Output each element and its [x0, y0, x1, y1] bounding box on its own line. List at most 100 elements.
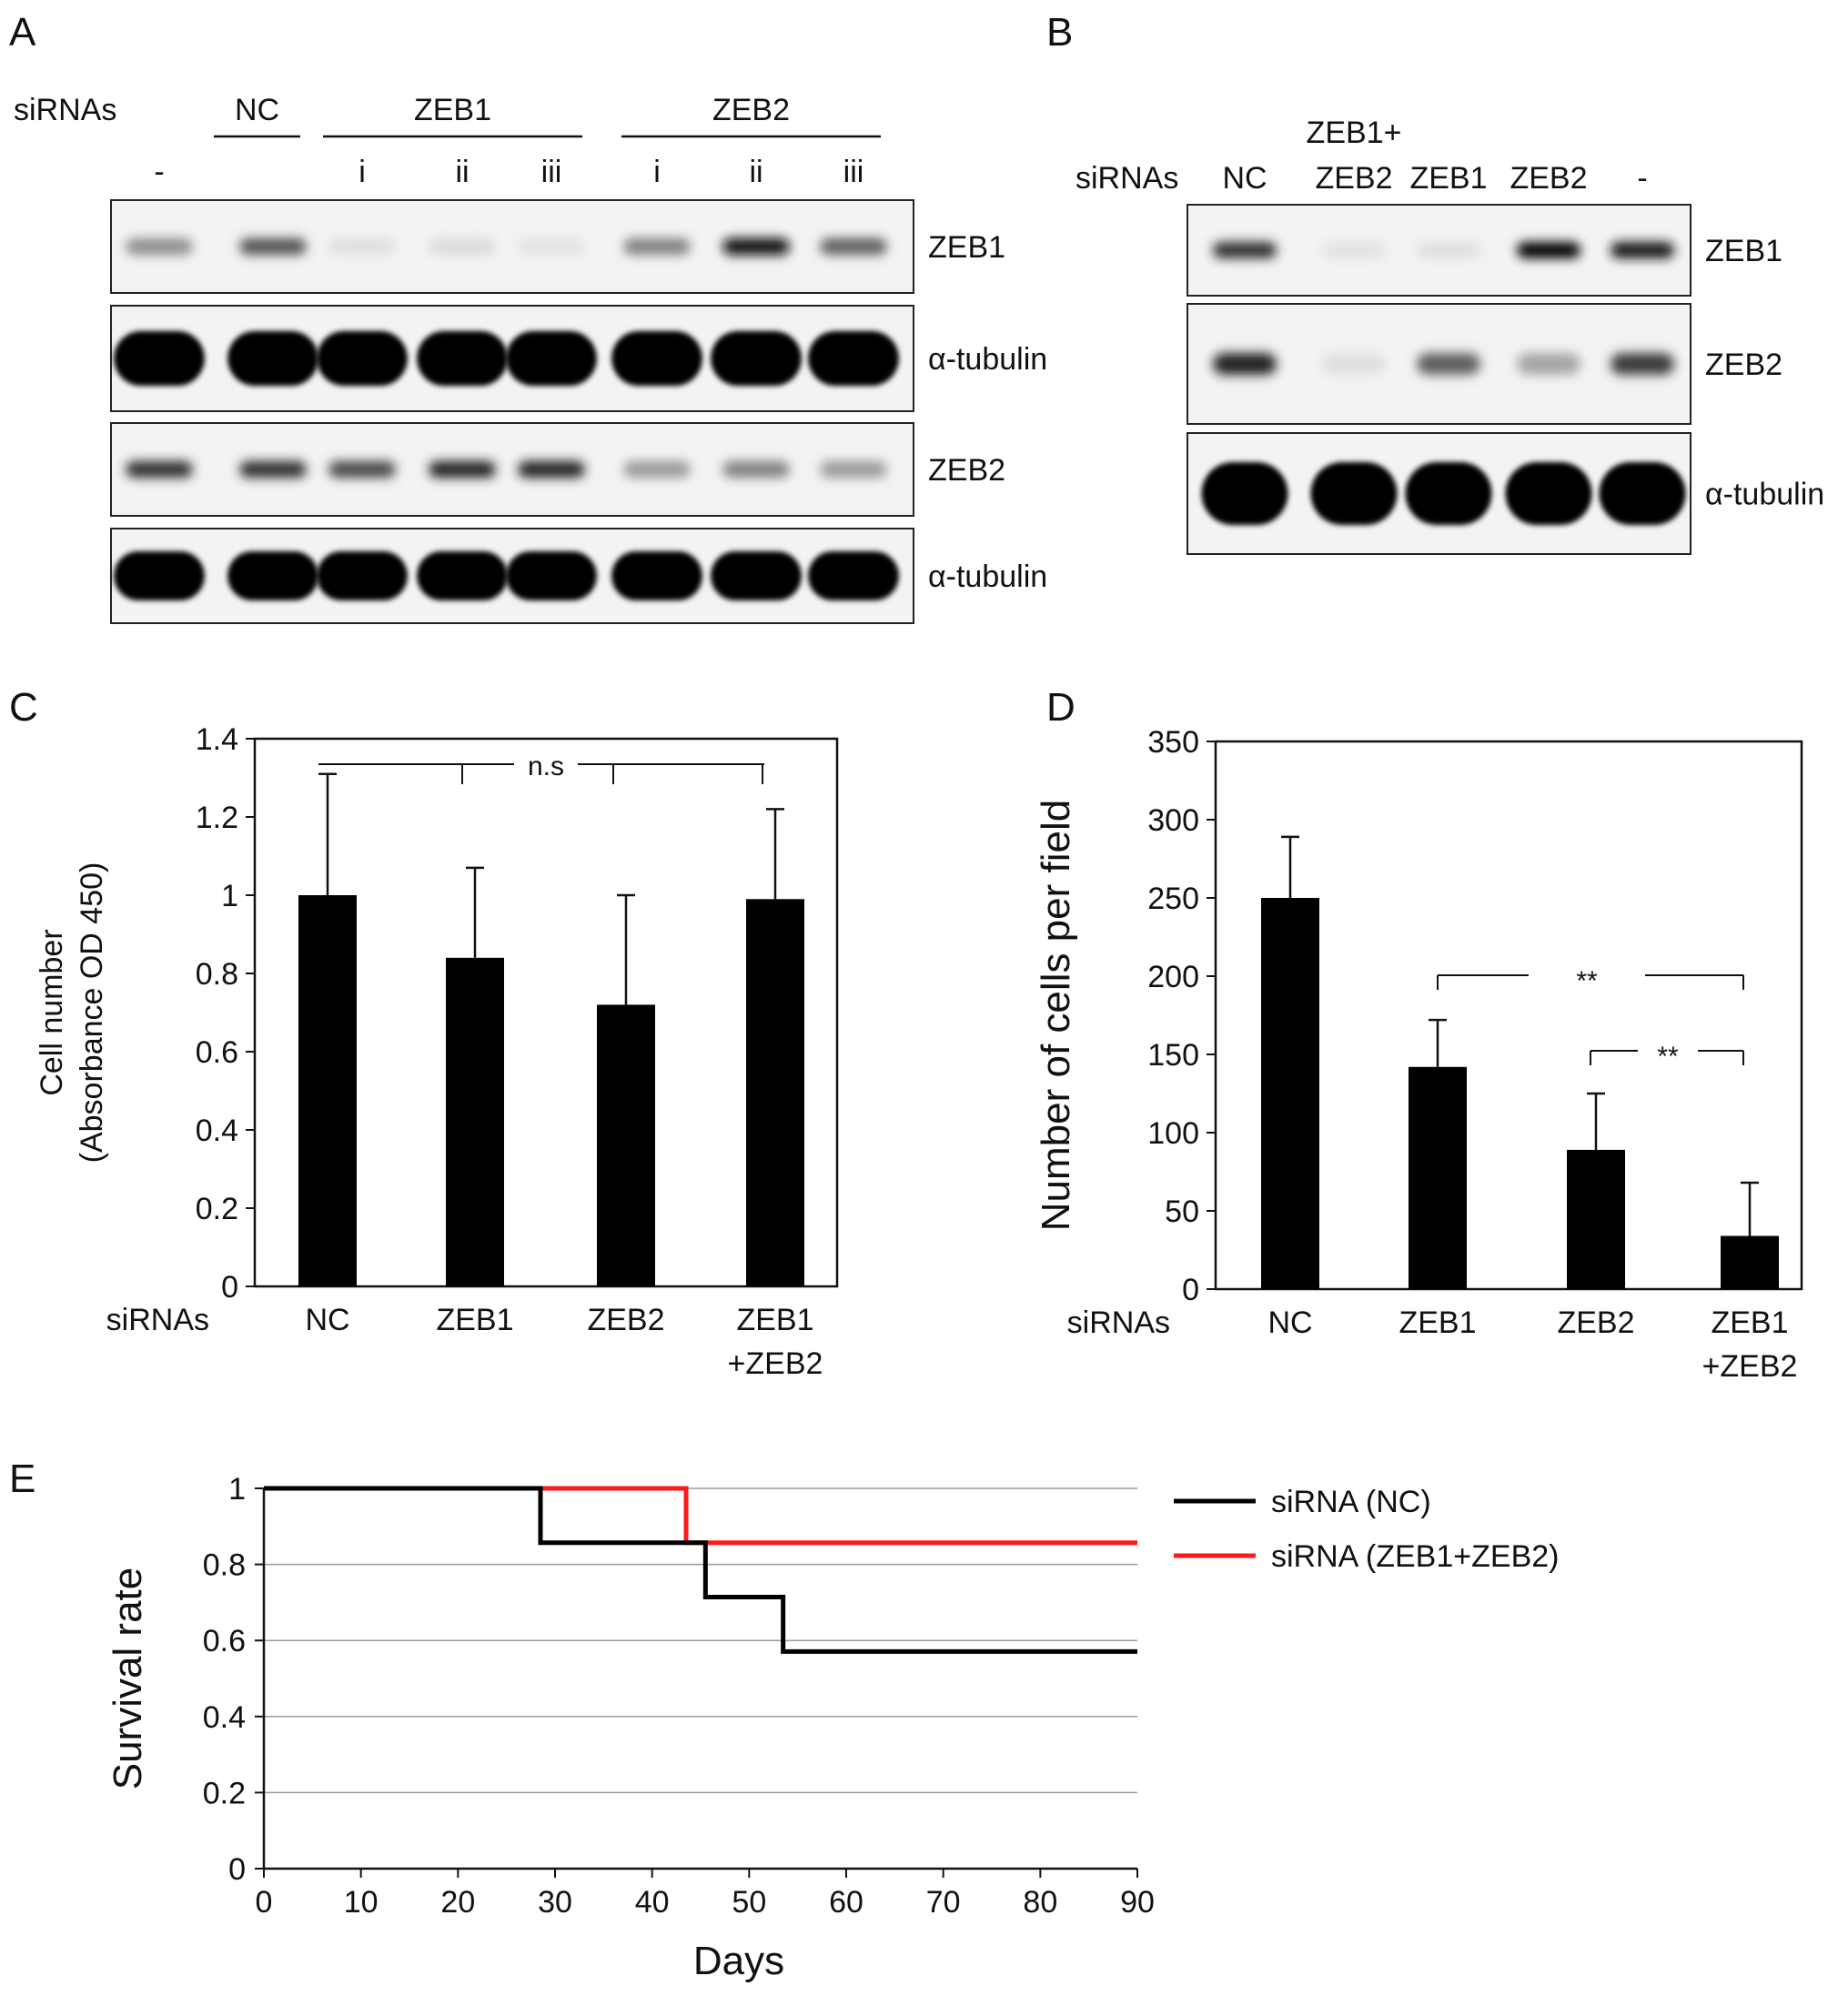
y-tick-label: 200: [1147, 960, 1199, 994]
blot-label: α-tubulin: [1705, 478, 1824, 512]
lane-label: NC: [1222, 161, 1267, 196]
sirnas-label-b: siRNAs: [1075, 161, 1178, 196]
x-tick-label: 10: [344, 1885, 379, 1920]
panel-letter-a: A: [9, 10, 36, 55]
x-tick-label: ZEB1: [1399, 1305, 1476, 1340]
panel-letter-e: E: [9, 1457, 35, 1501]
blot-band: [1322, 353, 1386, 375]
blot-band: [1322, 242, 1386, 258]
blot-label: ZEB1: [928, 230, 1005, 265]
blot-band: [820, 237, 887, 256]
x-tick-label: 70: [926, 1885, 961, 1920]
y-tick-label: 1.2: [196, 801, 238, 835]
x-tick-label: 20: [440, 1885, 475, 1920]
y-tick-label: 50: [1165, 1195, 1199, 1229]
blot-label: α-tubulin: [928, 559, 1047, 594]
bar-chart-c: 0 0.2 0.4 0.6 0.8 1 1.2 1.4 NC ZEB1 ZEB2 ZEB1 +ZEB2 s…: [35, 722, 839, 1381]
blot-band: [1505, 461, 1592, 526]
lane-header-b: NC ZEB1+ ZEB2 ZEB1 ZEB2 -: [1222, 116, 1647, 196]
blot-band: [518, 460, 585, 479]
group-label: ZEB2: [712, 93, 790, 127]
y-tick-label: 1: [221, 879, 238, 913]
blot-band: [126, 460, 193, 479]
lane-label: iii: [843, 155, 864, 189]
blot-band: [611, 330, 702, 387]
series-line: [264, 1486, 1137, 1654]
blot-band: [1417, 353, 1480, 375]
significance-label: n.s: [528, 751, 564, 781]
blot-label: ZEB1: [1705, 234, 1782, 268]
y-tick-label: 0.2: [203, 1776, 246, 1810]
blot-band: [1611, 242, 1674, 258]
y-tick-label: 0.4: [196, 1114, 238, 1148]
blot-frame: [110, 422, 914, 517]
blot-band: [417, 550, 508, 601]
legend-label: siRNA (NC): [1271, 1485, 1431, 1519]
blot-band: [611, 550, 702, 601]
x-tick-label: NC: [305, 1303, 349, 1337]
y-tick-label: 0: [228, 1852, 246, 1887]
blot-band: [711, 550, 802, 601]
blot-band: [623, 460, 691, 479]
bar: [1721, 1235, 1779, 1289]
plot-frame: [253, 737, 839, 1288]
bar: [1409, 1066, 1467, 1289]
blots-b: ZEB1 ZEB2 α-tubulin: [1187, 204, 1824, 555]
panel-c: C 0 0.2 0.4 0.6 0.8 1 1.2 1.4 NC ZEB1 ZEB2 ZEB1 +ZEB…: [9, 685, 839, 1381]
blot-band: [711, 330, 802, 387]
significance-label: **: [1657, 1042, 1679, 1072]
x-tick-label: 80: [1023, 1885, 1057, 1920]
a-blot-2: ZEB2: [110, 422, 1005, 517]
blot-band: [239, 460, 307, 479]
b-blot-2: α-tubulin: [1187, 432, 1824, 555]
blot-band: [1201, 461, 1288, 526]
significance-label: **: [1576, 966, 1598, 996]
y-axis-title: Number of cells per field: [1034, 800, 1078, 1231]
blot-band: [1517, 353, 1580, 375]
blot-band: [722, 237, 790, 256]
y-tick-label: 150: [1147, 1038, 1199, 1073]
blot-band: [227, 550, 318, 601]
lane-label: -: [1637, 161, 1647, 196]
blot-frame: [110, 199, 914, 294]
bar: [746, 899, 804, 1286]
blot-band: [1599, 461, 1686, 526]
blot-band: [518, 237, 585, 256]
a-blot-3: α-tubulin: [110, 528, 1047, 624]
sirnas-axis-label: siRNAs: [1067, 1305, 1170, 1340]
y-tick-label: 350: [1147, 725, 1199, 760]
blot-band: [1213, 353, 1277, 375]
y-tick-label: 300: [1147, 803, 1199, 838]
lane-label: i: [358, 155, 366, 189]
blot-band: [239, 237, 307, 256]
blot-band: [1417, 242, 1480, 258]
y-tick-label: 0.8: [203, 1548, 246, 1583]
blot-band: [1517, 242, 1580, 258]
y-axis-title: Survival rate: [106, 1568, 150, 1790]
plot-frame: [1214, 740, 1803, 1291]
blot-band: [506, 330, 597, 387]
y-tick-label: 0: [1182, 1273, 1199, 1307]
x-tick-label: 0: [256, 1885, 273, 1920]
blot-band: [623, 237, 691, 256]
a-blot-1: α-tubulin: [110, 305, 1047, 412]
y-tick-label: 0.2: [196, 1192, 238, 1226]
y-axis-title: (Absorbance OD 450): [75, 862, 109, 1164]
lane-label: ZEB1+ ZEB2: [1307, 116, 1402, 196]
lane-label: ZEB2: [1510, 161, 1587, 196]
blot-band: [328, 237, 396, 256]
blot-label: ZEB2: [928, 453, 1005, 488]
blot-band: [126, 237, 193, 256]
x-axis-title: Days: [693, 1939, 784, 1983]
bar: [298, 895, 357, 1286]
x-tick-label: ZEB1: [436, 1303, 513, 1337]
blot-band: [227, 330, 318, 387]
panel-d: D 0 50 100 150 200 250 300 350 NC ZEB1 ZEB2 ZEB1 +ZE…: [1034, 685, 1803, 1384]
blot-band: [317, 330, 408, 387]
legend-label: siRNA (ZEB1+ZEB2): [1271, 1539, 1559, 1574]
y-tick-label: 1.4: [196, 722, 238, 757]
blot-band: [1213, 242, 1277, 258]
